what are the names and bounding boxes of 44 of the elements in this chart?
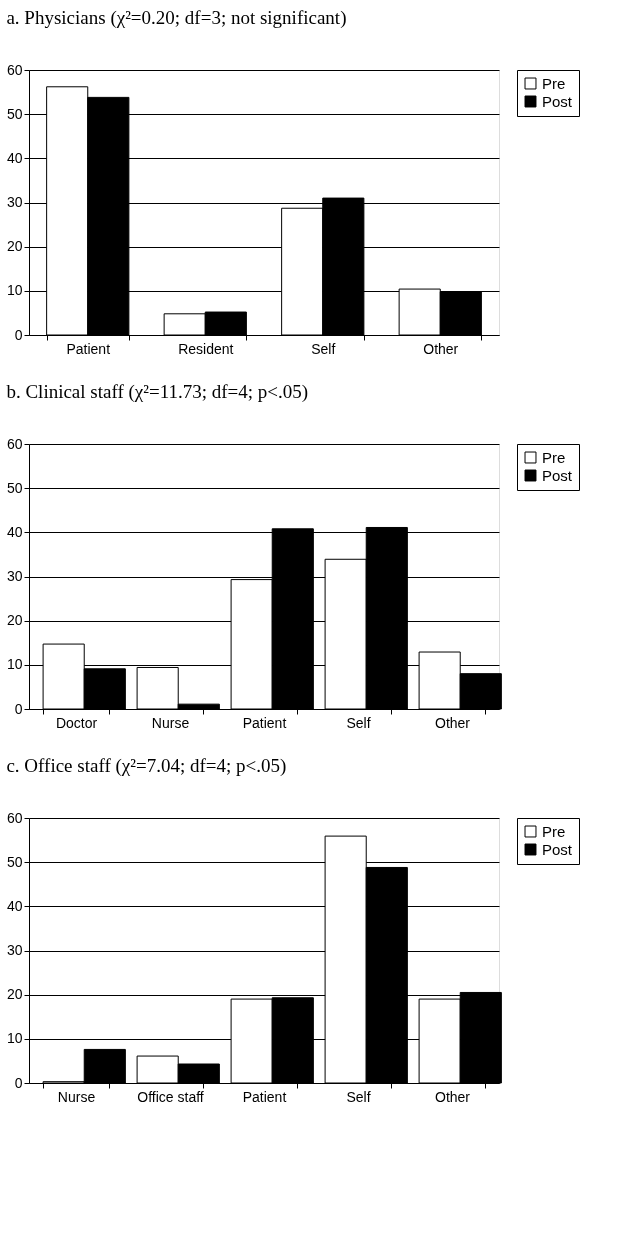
y-tick-label: 50: [6, 105, 23, 122]
legend-label: Post: [542, 466, 573, 484]
x-tick-label: Doctor: [55, 714, 98, 731]
y-tick-label: 10: [6, 282, 23, 299]
y-tick-label: 30: [6, 194, 23, 210]
legend-label: Pre: [542, 74, 566, 92]
chart-title: b. Clinical staff (χ²=11.73; df=4; p<.05): [6, 381, 309, 403]
y-tick-label: 20: [6, 986, 23, 1003]
y-tick-label: 20: [6, 612, 23, 629]
x-tick-label: Patient: [242, 1088, 287, 1105]
legend-label: Pre: [542, 448, 566, 466]
legend-label: Post: [542, 840, 573, 858]
y-tick-label: 40: [6, 149, 23, 166]
legend-label: Post: [542, 92, 573, 110]
legend-label: Pre: [542, 822, 566, 840]
y-tick-label: 0: [14, 326, 23, 343]
x-tick-label: Office staff: [137, 1088, 204, 1105]
y-tick-label: 10: [6, 656, 23, 673]
y-tick-label: 60: [6, 435, 23, 452]
x-tick-label: Self: [346, 1088, 371, 1105]
x-tick-label: Patient: [242, 714, 287, 731]
y-tick-label: 10: [6, 1030, 23, 1047]
chart-title: a. Physicians (χ²=0.20; df=3; not significant): [6, 7, 347, 29]
y-tick-label: 30: [6, 568, 23, 584]
x-tick-label: Other: [434, 714, 471, 731]
x-tick-label: Resident: [178, 340, 234, 357]
y-tick-label: 40: [6, 523, 23, 540]
x-tick-label: Self: [311, 340, 336, 357]
x-tick-label: Other: [423, 340, 459, 357]
y-tick-label: 50: [6, 479, 23, 496]
y-tick-label: 30: [6, 942, 23, 958]
y-tick-label: 20: [6, 238, 23, 255]
y-tick-label: 60: [6, 61, 23, 78]
y-tick-label: 0: [14, 1074, 23, 1091]
x-tick-label: Nurse: [151, 714, 190, 731]
y-tick-label: 0: [14, 700, 23, 717]
x-tick-label: Other: [434, 1088, 471, 1105]
y-tick-label: 60: [6, 809, 23, 826]
y-tick-label: 50: [6, 853, 23, 870]
x-tick-label: Patient: [66, 340, 111, 357]
x-tick-label: Self: [346, 714, 371, 731]
x-tick-label: Nurse: [57, 1088, 96, 1105]
y-tick-label: 40: [6, 897, 23, 914]
chart-title: c. Office staff (χ²=7.04; df=4; p<.05): [6, 755, 287, 777]
